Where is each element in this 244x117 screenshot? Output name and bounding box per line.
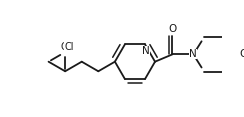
Text: Cl: Cl xyxy=(61,42,70,52)
Text: Cl: Cl xyxy=(64,42,74,52)
Text: N: N xyxy=(189,49,197,59)
Text: N: N xyxy=(142,46,150,56)
Text: O: O xyxy=(168,24,176,34)
Text: O: O xyxy=(239,49,244,59)
